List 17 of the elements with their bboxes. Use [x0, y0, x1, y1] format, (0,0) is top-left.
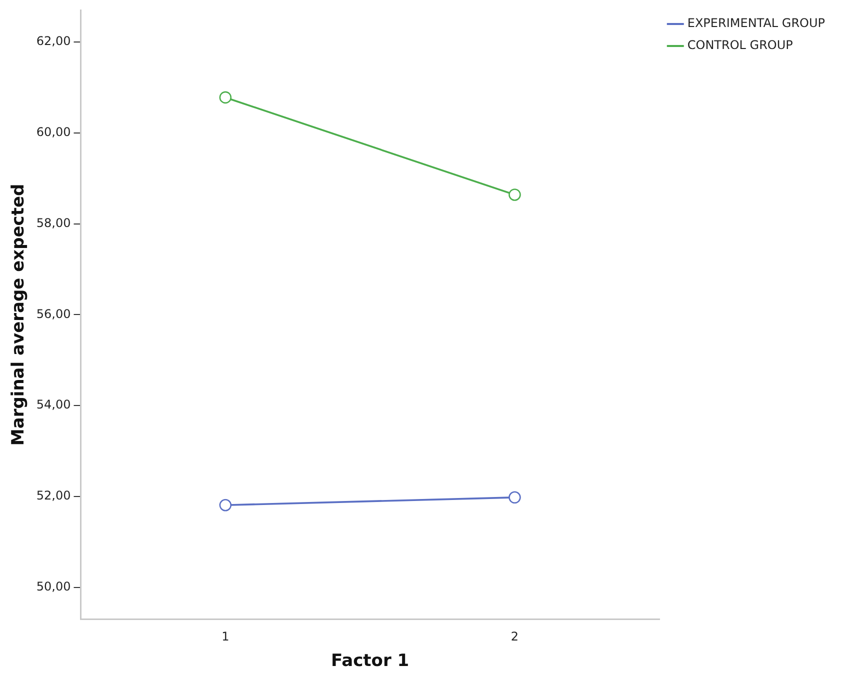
x-axis-title: Factor 1 — [331, 651, 410, 672]
y-tick-label: 60,00 — [36, 125, 71, 140]
y-tick-label: 54,00 — [36, 398, 71, 412]
legend-label: CONTROL GROUP — [687, 38, 793, 52]
y-tick-label: 62,00 — [36, 34, 71, 48]
point — [508, 188, 521, 201]
x-tick-label: 1 — [222, 630, 230, 644]
point — [219, 91, 232, 104]
y-tick-label: 50,00 — [36, 580, 71, 594]
y-tick-label: 56,00 — [36, 306, 71, 321]
legend-label: EXPERIMENTAL GROUP — [687, 16, 826, 30]
y-tick-label: 52,00 — [36, 488, 71, 503]
point — [219, 498, 232, 512]
y-axis-title: Marginal average expected — [8, 184, 29, 446]
x-tick-label: 2 — [510, 630, 519, 644]
y-tick-label: 58,00 — [36, 216, 71, 230]
point — [508, 491, 521, 504]
